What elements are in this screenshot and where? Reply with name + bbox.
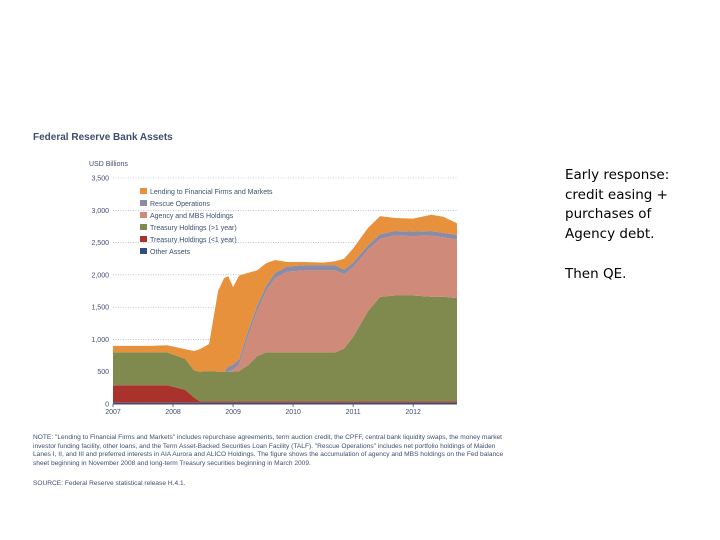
bullet-qe: Then QE.	[565, 266, 627, 282]
legend-swatch	[140, 188, 147, 194]
area-agency-and-mbs-holdings	[113, 235, 457, 372]
area-lending-to-financial-firms-and-markets	[113, 214, 457, 372]
x-tick-label: 2012	[405, 409, 421, 416]
x-tick-label: 2009	[225, 409, 241, 416]
y-tick-label: 1,000	[91, 337, 109, 344]
legend-label: Other Assets	[150, 249, 191, 256]
legend: Lending to Financial Firms and Markets Re…	[140, 188, 273, 256]
y-tick-label: 2,000	[91, 272, 109, 279]
y-tick-label: 0	[105, 402, 109, 409]
legend-swatch	[140, 200, 147, 206]
chart-source: SOURCE: Federal Reserve statistical rele…	[33, 480, 186, 487]
x-tick-label: 2010	[285, 409, 301, 416]
legend-label: Lending to Financial Firms and Markets	[150, 189, 273, 196]
legend-label: Treasury Holdings (>1 year)	[150, 225, 237, 232]
legend-label: Rescue Operations	[150, 201, 210, 208]
x-tick-label: 2011	[346, 409, 361, 416]
axes: 0 500 1,000 1,500 2,000 2,500 3,000 3,500 2007 20…	[91, 176, 457, 416]
chart-note: NOTE: "Lending to Financial Firms and Ma…	[33, 434, 504, 467]
bullet-credit-easing: Early response: credit easing + purchase…	[565, 167, 670, 242]
legend-label: Treasury Holdings (<1 year)	[150, 237, 237, 244]
area-treasury-holdings-1-year	[113, 295, 457, 402]
legend-swatch	[140, 212, 147, 218]
y-tick-label: 2,500	[91, 240, 109, 247]
y-axis-label: USD Billions	[89, 161, 128, 168]
area-treasury-holdings-1-year	[113, 385, 457, 403]
y-tick-label: 1,500	[91, 305, 109, 312]
legend-swatch	[140, 224, 147, 230]
slide-text: Early response: credit easing + purchase…	[565, 166, 695, 285]
y-tick-label: 3,000	[91, 208, 109, 215]
y-tick-label: 3,500	[91, 176, 109, 183]
y-tick-label: 500	[97, 369, 109, 376]
legend-label: Agency and MBS Holdings	[150, 213, 234, 220]
x-tick-label: 2007	[105, 409, 121, 416]
x-tick-label: 2008	[165, 409, 181, 416]
legend-swatch	[140, 248, 147, 254]
chart-title: Federal Reserve Bank Assets	[33, 132, 173, 143]
legend-swatch	[140, 236, 147, 242]
